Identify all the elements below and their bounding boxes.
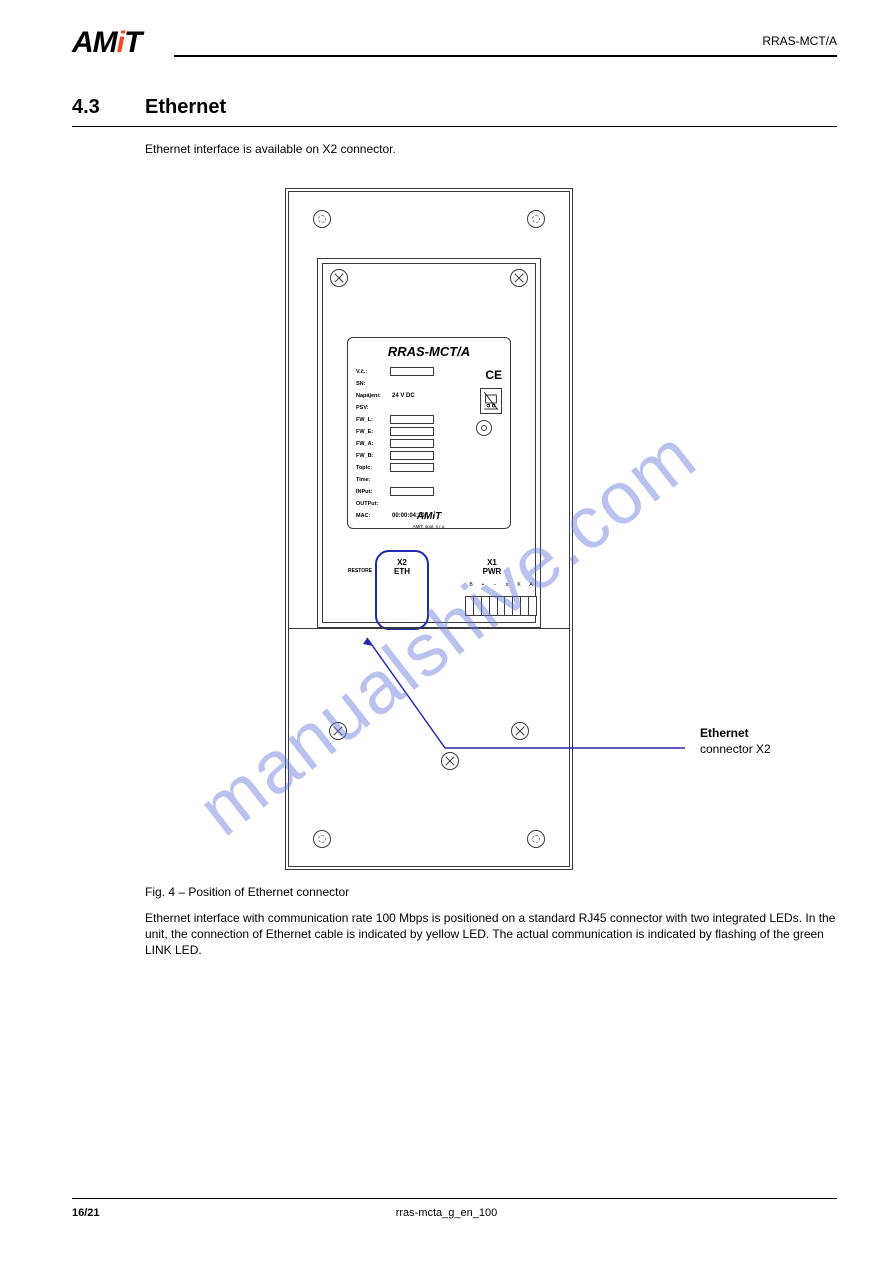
screw-mr-icon <box>511 722 529 740</box>
label-row: V.č.: <box>356 366 502 377</box>
mount-hole-bl-icon <box>313 830 331 848</box>
label-row: Topic: <box>356 462 502 473</box>
label-row-box <box>390 487 434 496</box>
label-row-key: Napájení: <box>356 393 390 399</box>
label-row-key: FW_A: <box>356 441 390 447</box>
pwr-connector-icon <box>465 596 537 616</box>
restore-label: RESTORE <box>343 568 377 574</box>
label-row-box <box>390 367 434 376</box>
label-brand-logo: AMiT <box>348 511 510 522</box>
label-rows: V.č.:SN:Napájení:24 V DCPSV:FW_L:FW_E:FW… <box>356 366 502 498</box>
label-row: FW_A: <box>356 438 502 449</box>
x1-label: X1 PWR <box>477 558 507 576</box>
screw-tr-icon <box>510 269 528 287</box>
logo-dot-icon: i <box>117 26 124 59</box>
pwr-pin-label: − <box>489 582 501 588</box>
label-row-key: SN: <box>356 381 390 387</box>
label-row-value: 24 V DC <box>392 393 415 399</box>
screw-tl-icon <box>330 269 348 287</box>
label-row-box <box>390 439 434 448</box>
plate-separator <box>289 628 569 629</box>
label-row-key: V.č.: <box>356 369 390 375</box>
connector-area: X2 ETH X1 PWR RESTORE B+−sKA <box>347 552 531 624</box>
figure-caption: Fig. 4 – Position of Ethernet connector <box>145 885 349 899</box>
screw-ml-icon <box>329 722 347 740</box>
label-row-key: Topic: <box>356 465 390 471</box>
label-row: OUTPut: <box>356 498 502 509</box>
label-row: FW_B: <box>356 450 502 461</box>
label-row-key: PSV: <box>356 405 390 411</box>
body-paragraph: Ethernet interface with communication ra… <box>145 910 837 959</box>
label-row-key: OUTPut: <box>356 501 390 507</box>
label-row: FW_L: <box>356 414 502 425</box>
mount-hole-tl-icon <box>313 210 331 228</box>
device-label-title: RRAS-MCT/A <box>348 344 510 359</box>
callout-title: Ethernet <box>700 726 749 740</box>
mount-hole-tr-icon <box>527 210 545 228</box>
x1-line1: X1 <box>487 558 497 567</box>
ethernet-highlight-outline <box>375 550 429 630</box>
label-row-box <box>390 427 434 436</box>
label-row-box <box>390 415 434 424</box>
label-row: FW_E: <box>356 426 502 437</box>
label-row: SN: <box>356 378 502 389</box>
pwr-pin-label: s <box>501 582 513 588</box>
section-number: 4.3 <box>72 96 100 119</box>
label-brand-sub: AMiT, spol. s r.o. <box>348 524 510 529</box>
label-row-box <box>390 451 434 460</box>
label-row-key: INPut: <box>356 489 390 495</box>
header-product-name: RRAS-MCT/A <box>762 34 837 48</box>
device-outer-plate: RRAS-MCT/A CE V.č.:SN:Napájení:24 V DCPS… <box>288 191 570 867</box>
page-header: AMiT RRAS-MCT/A <box>72 38 837 70</box>
section-rule <box>72 126 837 127</box>
logo-t: T <box>124 26 141 59</box>
brand-logo: AMiT <box>72 28 141 58</box>
label-row: PSV: <box>356 402 502 413</box>
x1-line2: PWR <box>483 567 502 576</box>
logo-a: A <box>72 26 93 59</box>
label-row-key: FW_B: <box>356 453 390 459</box>
section-title: Ethernet <box>145 96 226 119</box>
label-row-key: FW_E: <box>356 429 390 435</box>
label-row-box <box>390 463 434 472</box>
label-row: INPut: <box>356 486 502 497</box>
header-rule <box>174 55 837 57</box>
section-intro: Ethernet interface is available on X2 co… <box>145 142 396 156</box>
label-row: Time: <box>356 474 502 485</box>
mount-hole-br-icon <box>527 830 545 848</box>
device-diagram: RRAS-MCT/A CE V.č.:SN:Napájení:24 V DCPS… <box>285 188 573 870</box>
pwr-pin-label: B <box>465 582 477 588</box>
pwr-pin-label: + <box>477 582 489 588</box>
device-label-panel: RRAS-MCT/A CE V.č.:SN:Napájení:24 V DCPS… <box>347 337 511 529</box>
label-row-key: Time: <box>356 477 390 483</box>
pwr-pin-label: A <box>525 582 537 588</box>
footer-doc-id: rras-mcta_g_en_100 <box>0 1207 893 1219</box>
pwr-pin-label: K <box>513 582 525 588</box>
footer-rule <box>72 1198 837 1199</box>
label-row-key: FW_L: <box>356 417 390 423</box>
screw-mc-icon <box>441 752 459 770</box>
logo-m: M <box>93 26 117 59</box>
pwr-pin-labels: B+−sKA <box>465 582 537 588</box>
label-row: Napájení:24 V DC <box>356 390 502 401</box>
callout-subtitle: connector X2 <box>700 742 771 756</box>
